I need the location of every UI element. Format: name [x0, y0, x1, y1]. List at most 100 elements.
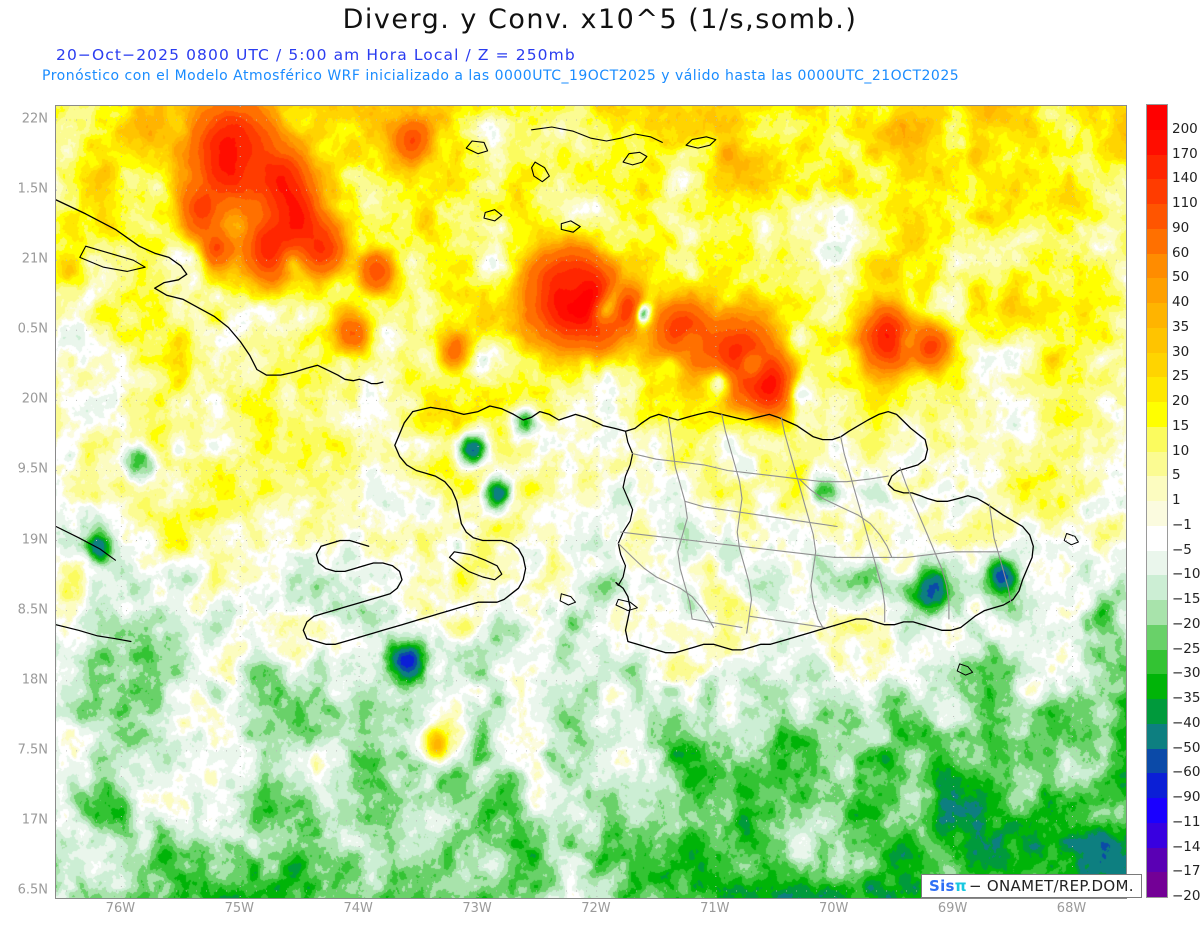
colorbar-tick-label: 15	[1172, 417, 1190, 434]
x-tick-label: 69W	[937, 901, 968, 916]
colorbar-swatch	[1147, 575, 1167, 600]
colorbar-swatch	[1147, 501, 1167, 526]
colorbar-tick-label: 60	[1172, 244, 1190, 261]
colorbar-swatch	[1147, 525, 1167, 551]
colorbar-tick-label: −50	[1172, 739, 1200, 756]
colorbar-swatch	[1147, 303, 1167, 328]
colorbar-swatch	[1147, 699, 1167, 724]
colorbar-tick-label: −25	[1172, 640, 1200, 657]
attribution-badge: Sis π − ONAMET/REP.DOM.	[921, 874, 1142, 898]
colorbar-swatch	[1147, 872, 1167, 897]
colorbar-tick-label: 5	[1172, 467, 1181, 484]
y-tick-label: 7.5N	[17, 742, 48, 758]
graticule	[56, 106, 1126, 898]
y-axis: 22N 1.5N 21N 0.5N 20N 9.5N 19N 8.5N 18N 7.5N 17N 6.…	[0, 105, 52, 898]
x-tick-label: 70W	[819, 901, 849, 916]
y-tick-label: 18N	[21, 672, 48, 688]
colorbar-tick-label: 200	[1172, 120, 1198, 137]
colorbar-tick-label: −140	[1172, 838, 1200, 855]
colorbar-tick-label: −200	[1172, 888, 1200, 904]
y-tick-label: 19N	[21, 532, 48, 548]
colorbar-tick-label: 1	[1172, 492, 1181, 508]
x-axis: 76W 75W 74W 73W 72W 71W 70W 69W 68W	[55, 901, 1125, 925]
map-overlay	[56, 106, 1126, 898]
colorbar-swatch	[1147, 600, 1167, 625]
colorbar-tick-label: −35	[1172, 690, 1200, 706]
colorbar-tick-label: 30	[1172, 343, 1190, 360]
colorbar-tick-label: 10	[1172, 442, 1190, 459]
colorbar-swatch	[1147, 674, 1167, 699]
y-tick-label: 0.5N	[17, 321, 48, 337]
colorbar-swatch	[1147, 327, 1167, 353]
colorbar-swatch	[1147, 723, 1167, 749]
y-tick-label: 9.5N	[17, 461, 48, 477]
x-tick-label: 76W	[105, 901, 136, 916]
colorbar-tick-label: −10	[1172, 566, 1200, 583]
colorbar-swatch	[1147, 154, 1167, 180]
x-tick-label: 68W	[1056, 901, 1087, 916]
y-tick-label: 22N	[21, 111, 48, 127]
colorbar-tick-label: −30	[1172, 665, 1200, 682]
colorbar-swatch	[1147, 550, 1167, 576]
colorbar-swatch	[1147, 798, 1167, 823]
x-tick-label: 74W	[343, 901, 373, 916]
colorbar-tick-label: −170	[1172, 863, 1200, 880]
colorbar-swatch	[1147, 105, 1167, 130]
colorbar-tick-label: 90	[1172, 219, 1190, 236]
colorbar-swatch	[1147, 822, 1167, 848]
colorbar-swatch	[1147, 179, 1167, 204]
chart-subtitle-time: 20−Oct−2025 0800 UTC / 5:00 am Hora Loca…	[56, 46, 576, 64]
y-tick-label: 17N	[21, 812, 48, 828]
colorbar-tick-label: 40	[1172, 294, 1190, 310]
y-tick-label: 8.5N	[17, 602, 48, 618]
colorbar-tick-label: 50	[1172, 269, 1190, 286]
y-tick-label: 6.5N	[17, 882, 48, 898]
colorbar-swatch	[1147, 748, 1167, 774]
colorbar-swatch	[1147, 847, 1167, 873]
map-plot-area[interactable]	[55, 105, 1127, 899]
colorbar-swatch	[1147, 204, 1167, 229]
colorbar-swatch	[1147, 451, 1167, 477]
colorbar-swatch	[1147, 773, 1167, 798]
x-tick-label: 71W	[700, 901, 730, 916]
colorbar-tick-label: 140	[1172, 170, 1198, 187]
colorbar-labels: 200 170 140 110 90 60 50 40 35 30 25 20 15 10 5 1 −1 −5 −1…	[1172, 104, 1200, 904]
colorbar-tick-label: −5	[1172, 541, 1192, 558]
y-tick-label: 1.5N	[17, 181, 48, 197]
colorbar-tick-label: −40	[1172, 714, 1200, 731]
colorbar-swatch	[1147, 377, 1167, 402]
colorbar-swatch	[1147, 228, 1167, 254]
colorbar-swatch	[1147, 129, 1167, 155]
x-tick-label: 72W	[581, 901, 611, 916]
colorbar-swatch	[1147, 426, 1167, 452]
colorbar-swatch	[1147, 649, 1167, 675]
colorbar-tick-label: 170	[1172, 145, 1198, 162]
colorbar-tick-label: −110	[1172, 813, 1200, 830]
x-tick-label: 73W	[462, 901, 492, 916]
colorbar-tick-label: 25	[1172, 368, 1190, 385]
pi-icon: π	[954, 877, 967, 895]
colorbar-tick-label: −20	[1172, 615, 1200, 632]
colorbar-tick-label: −60	[1172, 764, 1200, 781]
colorbar-tick-label: −15	[1172, 591, 1200, 607]
colorbar-swatch	[1147, 278, 1167, 303]
chart-title: Diverg. y Conv. x10^5 (1/s,somb.)	[342, 4, 858, 35]
colorbar	[1146, 104, 1168, 898]
colorbar-swatch	[1147, 402, 1167, 427]
colorbar-tick-label: −90	[1172, 789, 1200, 805]
brand-name: Sis	[929, 877, 955, 895]
divergence-shaded-field	[56, 106, 1126, 898]
colorbar-swatch	[1147, 624, 1167, 650]
colorbar-tick-label: 110	[1172, 195, 1198, 211]
organization: − ONAMET/REP.DOM.	[968, 877, 1134, 895]
colorbar-swatch	[1147, 253, 1167, 279]
colorbar-swatch	[1147, 476, 1167, 501]
y-tick-label: 21N	[21, 251, 48, 267]
colorbar-tick-label: 35	[1172, 318, 1190, 335]
colorbar-swatch	[1147, 352, 1167, 378]
colorbar-tick-label: −1	[1172, 516, 1192, 533]
y-tick-label: 20N	[21, 391, 48, 407]
x-tick-label: 75W	[224, 901, 254, 916]
colorbar-tick-label: 20	[1172, 393, 1190, 409]
chart-subtitle-model: Pronóstico con el Modelo Atmosférico WRF…	[42, 68, 960, 84]
